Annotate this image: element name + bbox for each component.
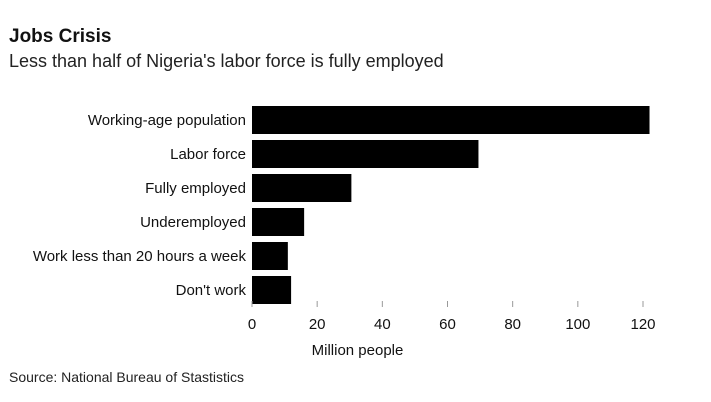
x-axis-title: Million people	[312, 342, 404, 359]
category-label: Working-age population	[88, 112, 246, 129]
bars-layer	[252, 106, 650, 304]
x-tick-label: 20	[309, 316, 326, 333]
x-tick-label: 100	[565, 316, 590, 333]
category-label: Fully employed	[145, 180, 246, 197]
x-tick-label: 80	[504, 316, 521, 333]
category-label: Underemployed	[140, 214, 246, 231]
x-tick-label: 60	[439, 316, 456, 333]
x-axis: 0 20 40 60 80 100 120	[248, 301, 656, 333]
chart-subtitle: Less than half of Nigeria's labor force …	[9, 51, 444, 71]
bar	[252, 106, 650, 134]
category-label: Don't work	[176, 282, 247, 299]
x-tick-label: 0	[248, 316, 256, 333]
chart-title: Jobs Crisis	[9, 26, 112, 47]
x-tick-label: 120	[630, 316, 655, 333]
bar	[252, 174, 352, 202]
bar	[252, 276, 292, 304]
bar	[252, 208, 305, 236]
bar	[252, 242, 288, 270]
source-note: Source: National Bureau of Stastistics	[9, 369, 245, 385]
x-tick-label: 40	[374, 316, 391, 333]
category-label: Labor force	[170, 146, 246, 163]
category-label: Work less than 20 hours a week	[33, 248, 247, 265]
bar	[252, 140, 479, 168]
category-labels-layer: Working-age population Labor force Fully e…	[33, 112, 247, 299]
